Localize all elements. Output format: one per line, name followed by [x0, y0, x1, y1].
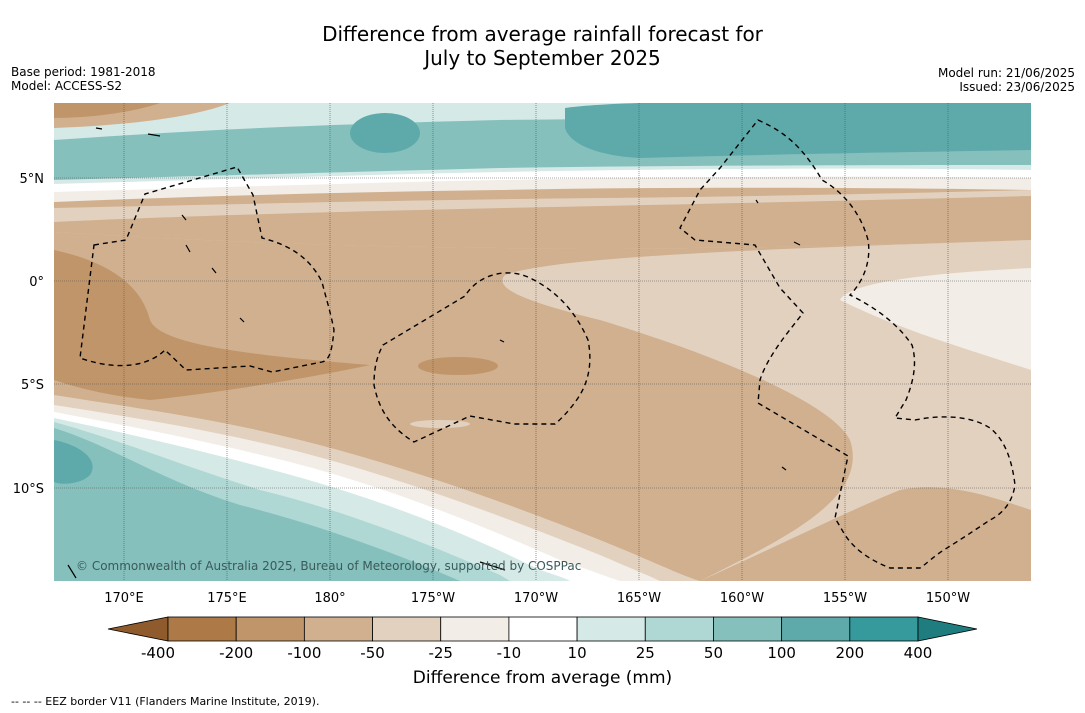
lon-label: 160°W [720, 591, 764, 606]
eez-kiribati-gilberts [79, 166, 335, 373]
island-8 [755, 199, 759, 204]
lon-label: 155°W [823, 591, 867, 606]
model-run: Model run: 21/06/2025 [937, 66, 1075, 80]
map-plot-area [54, 103, 1031, 581]
colorbar-segment [849, 616, 919, 642]
region-north-wet-100a [565, 103, 1031, 158]
lat-label: 10°S [13, 482, 44, 497]
island-11 [479, 561, 506, 571]
eez-phoenix [373, 272, 591, 443]
lat-label: 5°N [20, 172, 45, 187]
colorbar-tick-label: -400 [141, 644, 175, 662]
colorbar-segment [576, 616, 646, 642]
latitude-labels: 5°N 0° 5°S 10°S [13, 172, 44, 497]
region-west-dry-100 [54, 250, 370, 400]
colorbar-segment [303, 616, 373, 642]
region-north-wet-100b [350, 113, 420, 153]
colorbar-segment [508, 616, 578, 642]
region-east-dry-10 [840, 268, 1031, 370]
issued-date: Issued: 23/06/2025 [959, 80, 1075, 94]
colorbar-arrow-right [917, 616, 978, 642]
islands [67, 127, 801, 579]
island-3 [181, 214, 187, 221]
colorbar-tick-label: -25 [428, 644, 453, 662]
lon-label: 180° [314, 591, 345, 606]
colorbar-tick-label: 200 [835, 644, 864, 662]
colorbar-segment [235, 616, 305, 642]
island-12 [67, 564, 77, 579]
lon-label: 175°E [207, 591, 247, 606]
colorbar-segment [713, 616, 783, 642]
colorbar-tick-label: 10 [568, 644, 587, 662]
colorbar-tick-label: -50 [360, 644, 385, 662]
colorbar-segment [781, 616, 851, 642]
colorbar-tick-label: 100 [767, 644, 796, 662]
run-info: Model run: 21/06/2025 Issued: 23/06/2025 [938, 66, 1075, 94]
colorbar [107, 616, 978, 642]
island-10 [781, 466, 787, 471]
island-1 [95, 127, 103, 130]
lon-label: 150°W [926, 591, 970, 606]
map-title: Difference from average rainfall forecas… [0, 22, 1085, 70]
colorbar-arrow-left [107, 616, 169, 642]
island-5 [211, 267, 217, 274]
longitude-labels: 170°E 175°E 180° 175°W 170°W 165°W 160°W… [104, 591, 970, 606]
model-name: Model: ACCESS-S2 [11, 79, 123, 93]
colorbar-tick-label: 50 [704, 644, 723, 662]
island-6 [239, 317, 245, 323]
model-info: Base period: 1981-2018 Model: ACCESS-S2 [11, 65, 156, 93]
colorbar-tick-label: -10 [497, 644, 522, 662]
region-nw-dry-100 [54, 103, 160, 118]
island-2 [147, 133, 161, 137]
island-7 [499, 339, 505, 343]
colorbar-tick-label: -100 [287, 644, 321, 662]
region-south-wet-100 [54, 428, 460, 581]
colorbar-tick-labels: -400 -200 -100 -50 -25 -10 10 25 50 100 200 400 [141, 644, 932, 662]
lat-label: 5°S [21, 378, 44, 393]
title-line-1: Difference from average rainfall forecas… [322, 22, 763, 46]
lon-label: 170°W [514, 591, 558, 606]
colorbar-segment [440, 616, 510, 642]
colorbar-tick-label: 400 [904, 644, 933, 662]
eez-footnote: -- -- -- EEZ border V11 (Flanders Marine… [11, 695, 320, 708]
eez-borders [79, 119, 1016, 569]
base-period: Base period: 1981-2018 [11, 65, 156, 79]
region-north-dry-50 [54, 196, 1031, 249]
copyright-text: © Commonwealth of Australia 2025, Bureau… [76, 559, 581, 573]
island-9 [793, 241, 801, 246]
lon-label: 175°W [411, 591, 455, 606]
lon-label: 170°E [104, 591, 144, 606]
region-central-dry-100 [418, 357, 498, 375]
region-central-dry-25 [410, 420, 470, 428]
island-4 [185, 244, 191, 253]
title-line-2: July to September 2025 [424, 46, 661, 70]
colorbar-tick-label: 25 [636, 644, 655, 662]
lat-label: 0° [29, 275, 44, 290]
colorbar-segment [167, 616, 237, 642]
colorbar-segment [644, 616, 714, 642]
lon-label: 165°W [617, 591, 661, 606]
colorbar-tick-label: -200 [219, 644, 253, 662]
map-gridlines [54, 103, 1031, 581]
colorbar-segment [372, 616, 442, 642]
colorbar-label: Difference from average (mm) [412, 668, 673, 688]
region-southwest-wet-200 [54, 440, 93, 484]
eez-line-islands [679, 119, 1016, 569]
